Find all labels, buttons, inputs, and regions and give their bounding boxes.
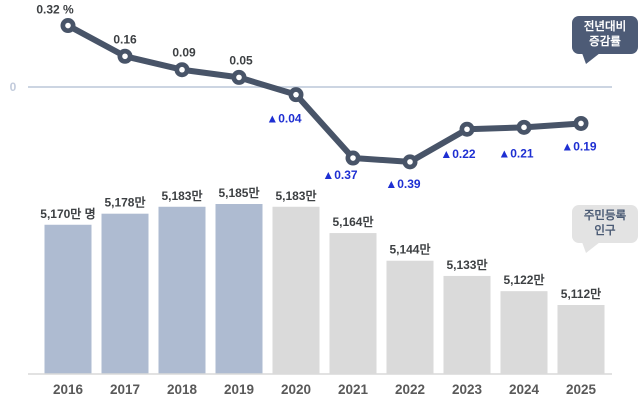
line-point-hole-2016: [65, 22, 71, 29]
bar-2022: [386, 260, 434, 374]
point-label-2023: ▲0.22: [440, 147, 476, 161]
year-label-2016: 2016: [53, 382, 84, 397]
bar-label-2019: 5,185만: [218, 185, 259, 200]
speech-tail-icon: [582, 241, 600, 253]
bar-2024: [500, 291, 548, 374]
zero-axis-label: 0: [10, 80, 17, 94]
speech-tail-icon: [582, 52, 600, 64]
legend-badge-population: 주민등록 인구: [572, 205, 638, 253]
bar-2016: [44, 224, 92, 374]
bar-2018: [158, 206, 206, 374]
legend-badge-population-line2: 인구: [594, 224, 616, 237]
year-label-2019: 2019: [224, 382, 254, 397]
legend-badge-rate-line2: 증감률: [589, 35, 621, 48]
year-label-2021: 2021: [338, 382, 369, 397]
point-label-2016: 0.32 %: [36, 3, 74, 17]
bar-label-2016: 5,170만 명: [40, 206, 95, 221]
point-label-2024: ▲0.21: [498, 146, 534, 160]
line-point-hole-2023: [464, 126, 470, 133]
point-label-2019: 0.05: [229, 53, 253, 67]
legend-badge-rate-line1: 전년대비: [583, 21, 627, 33]
year-label-2017: 2017: [110, 382, 140, 397]
line-point-hole-2021: [350, 155, 356, 161]
bar-label-2021: 5,164만: [332, 214, 373, 229]
bar-label-2024: 5,122만: [503, 272, 544, 287]
point-label-2021: ▲0.37: [322, 168, 358, 182]
line-point-hole-2018: [179, 66, 185, 73]
bar-2025: [557, 305, 605, 374]
line-point-hole-2024: [521, 124, 527, 131]
line-point-hole-2019: [236, 74, 242, 81]
line-point-hole-2017: [122, 53, 128, 60]
bar-2019: [215, 204, 263, 374]
bar-label-2018: 5,183만: [161, 188, 202, 203]
bar-2023: [443, 275, 491, 374]
point-label-2022: ▲0.39: [385, 177, 421, 191]
line-point-hole-2022: [407, 159, 413, 165]
line-point-hole-2020: [293, 91, 299, 98]
legend-badge-population-line1: 주민등록: [583, 210, 627, 222]
trend-line: [65, 22, 584, 165]
year-label-2022: 2022: [395, 382, 425, 397]
bar-2020: [272, 206, 320, 374]
point-label-2017: 0.16: [113, 32, 137, 46]
year-label-2020: 2020: [281, 382, 311, 397]
year-label-2024: 2024: [509, 382, 540, 397]
year-label-2023: 2023: [452, 382, 483, 397]
bar-2021: [329, 233, 377, 374]
point-label-2018: 0.09: [172, 46, 196, 60]
point-label-2020: ▲0.04: [266, 112, 302, 126]
point-label-2025: ▲0.19: [561, 139, 597, 153]
year-label-2018: 2018: [167, 382, 198, 397]
bar-label-2020: 5,183만: [275, 188, 316, 203]
bar-label-2022: 5,144만: [389, 242, 430, 257]
year-label-2025: 2025: [566, 382, 597, 397]
bar-label-2017: 5,178만: [104, 195, 145, 210]
line-point-hole-2025: [578, 120, 584, 127]
legend-badge-rate: 전년대비 증감률: [572, 16, 638, 64]
bar-2017: [101, 213, 149, 374]
bar-label-2025: 5,112만: [561, 286, 601, 301]
bar-label-2023: 5,133만: [446, 257, 487, 272]
